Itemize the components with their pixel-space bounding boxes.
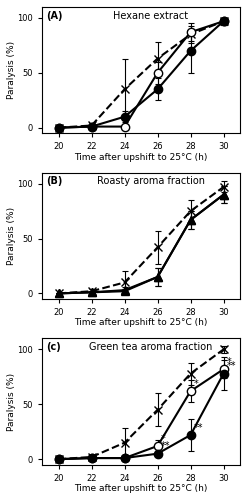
Text: (B): (B) bbox=[46, 176, 62, 186]
Text: *: * bbox=[227, 357, 232, 367]
X-axis label: Time after upshift to 25°C (h): Time after upshift to 25°C (h) bbox=[74, 318, 208, 328]
Text: **: ** bbox=[227, 362, 236, 372]
Text: *: * bbox=[194, 379, 199, 389]
Text: (c): (c) bbox=[46, 342, 61, 352]
Text: Roasty aroma fraction: Roasty aroma fraction bbox=[97, 176, 205, 186]
Text: *: * bbox=[161, 434, 166, 444]
Text: Green tea aroma fraction: Green tea aroma fraction bbox=[89, 342, 213, 352]
Text: Hexane extract: Hexane extract bbox=[113, 10, 188, 20]
Y-axis label: Paralysis (%): Paralysis (%) bbox=[7, 41, 16, 99]
X-axis label: Time after upshift to 25°C (h): Time after upshift to 25°C (h) bbox=[74, 152, 208, 162]
Y-axis label: Paralysis (%): Paralysis (%) bbox=[7, 372, 16, 430]
Text: **: ** bbox=[194, 423, 203, 433]
Text: **: ** bbox=[161, 442, 170, 452]
Text: (A): (A) bbox=[46, 10, 62, 20]
X-axis label: Time after upshift to 25°C (h): Time after upshift to 25°C (h) bbox=[74, 484, 208, 493]
Y-axis label: Paralysis (%): Paralysis (%) bbox=[7, 206, 16, 265]
